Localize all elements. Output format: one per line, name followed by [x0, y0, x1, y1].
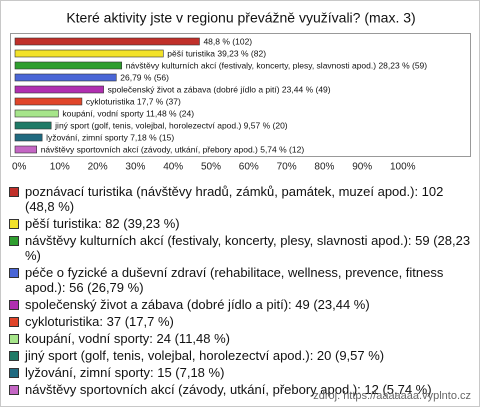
bar: [14, 97, 83, 106]
x-tick-label: 80%: [314, 162, 334, 173]
x-tick-label: 100%: [390, 162, 416, 173]
bar: [14, 61, 123, 70]
legend-swatch: [9, 334, 19, 344]
chart-title: Které aktivity jste v regionu převážně v…: [66, 10, 415, 26]
legend-label: jiný sport (golf, tenis, volejbal, horol…: [25, 348, 385, 363]
legend-label: společenský život a zábava (dobré jídlo …: [25, 297, 370, 312]
bar: [14, 109, 59, 118]
legend-swatch: [9, 300, 19, 310]
legend-label: poznávací turistika (návštěvy hradů, zám…: [25, 184, 444, 214]
legend-swatch: [9, 351, 19, 361]
legend-swatch: [9, 317, 19, 327]
legend-swatch: [9, 236, 19, 246]
value-label: 48,8 % (102): [203, 36, 252, 46]
x-tick-label: 20%: [88, 162, 108, 173]
legend-swatch: [9, 268, 19, 278]
x-tick-label: 0%: [12, 162, 27, 173]
value-label: 26,79 % (56): [120, 72, 169, 82]
legend-swatch: [9, 187, 19, 197]
bar: [14, 73, 117, 82]
bar: [14, 133, 43, 142]
legend-item: pěší turistika: 82 (39,23 %): [7, 216, 472, 231]
legend-label: cykloturistika: 37 (17,7 %): [25, 314, 174, 329]
legend-label: pěší turistika: 82 (39,23 %): [25, 216, 180, 231]
source: zdroj: https://aaaaaaa.vyplnto.cz: [313, 390, 471, 402]
legend-item: péče o fyzické a duševní zdraví (rehabil…: [7, 265, 472, 295]
legend-item: návštěvy sportovních akcí (závody, utkán…: [7, 382, 472, 397]
bar: [14, 85, 104, 94]
value-label: návštěvy sportovních akcí (závody, utkán…: [41, 144, 305, 154]
bar: [14, 121, 52, 130]
legend-item: lyžování, zimní sporty: 15 (7,18 %): [7, 365, 472, 380]
legend-label: návštěvy kulturních akcí (festivaly, kon…: [25, 233, 471, 263]
x-tick-label: 70%: [277, 162, 297, 173]
value-label: cykloturistika 17,7 % (37): [86, 96, 181, 106]
legend-label: koupání, vodní sporty: 24 (11,48 %): [25, 331, 230, 346]
bar: [14, 49, 164, 58]
chart: Které aktivity jste v regionu převážně v…: [10, 10, 471, 173]
plot-frame: [10, 33, 471, 157]
x-tick-label: 40%: [163, 162, 183, 173]
legend-swatch: [9, 219, 19, 229]
x-tick-label: 30%: [125, 162, 145, 173]
legend-label: péče o fyzické a duševní zdraví (rehabil…: [25, 265, 444, 295]
value-label: koupání, vodní sporty 11,48 % (24): [62, 108, 194, 118]
legend-swatch: [9, 385, 19, 395]
value-label: pěší turistika 39,23 % (82): [167, 48, 266, 58]
legend-item: návštěvy kulturních akcí (festivaly, kon…: [7, 233, 472, 263]
value-label: jiný sport (golf, tenis, volejbal, horol…: [54, 120, 288, 130]
legend-label: lyžování, zimní sporty: 15 (7,18 %): [25, 365, 225, 380]
x-tick-label: 50%: [201, 162, 221, 173]
legend: poznávací turistika (návštěvy hradů, zám…: [7, 184, 472, 399]
legend-item: jiný sport (golf, tenis, volejbal, horol…: [7, 348, 472, 363]
legend-swatch: [9, 368, 19, 378]
legend-item: cykloturistika: 37 (17,7 %): [7, 314, 472, 329]
value-label: lyžování, zimní sporty 7,18 % (15): [46, 132, 174, 142]
bar: [14, 37, 200, 46]
legend-item: poznávací turistika (návštěvy hradů, zám…: [7, 184, 472, 214]
legend-label: návštěvy sportovních akcí (závody, utkán…: [25, 382, 432, 397]
value-label: společenský život a zábava (dobré jídlo …: [108, 84, 331, 94]
bar: [14, 145, 37, 154]
x-tick-label: 10%: [50, 162, 70, 173]
value-label: návštěvy kulturních akcí (festivaly, kon…: [126, 60, 428, 70]
legend-item: koupání, vodní sporty: 24 (11,48 %): [7, 331, 472, 346]
legend-item: společenský život a zábava (dobré jídlo …: [7, 297, 472, 312]
x-tick-label: 90%: [352, 162, 372, 173]
x-tick-label: 60%: [239, 162, 259, 173]
